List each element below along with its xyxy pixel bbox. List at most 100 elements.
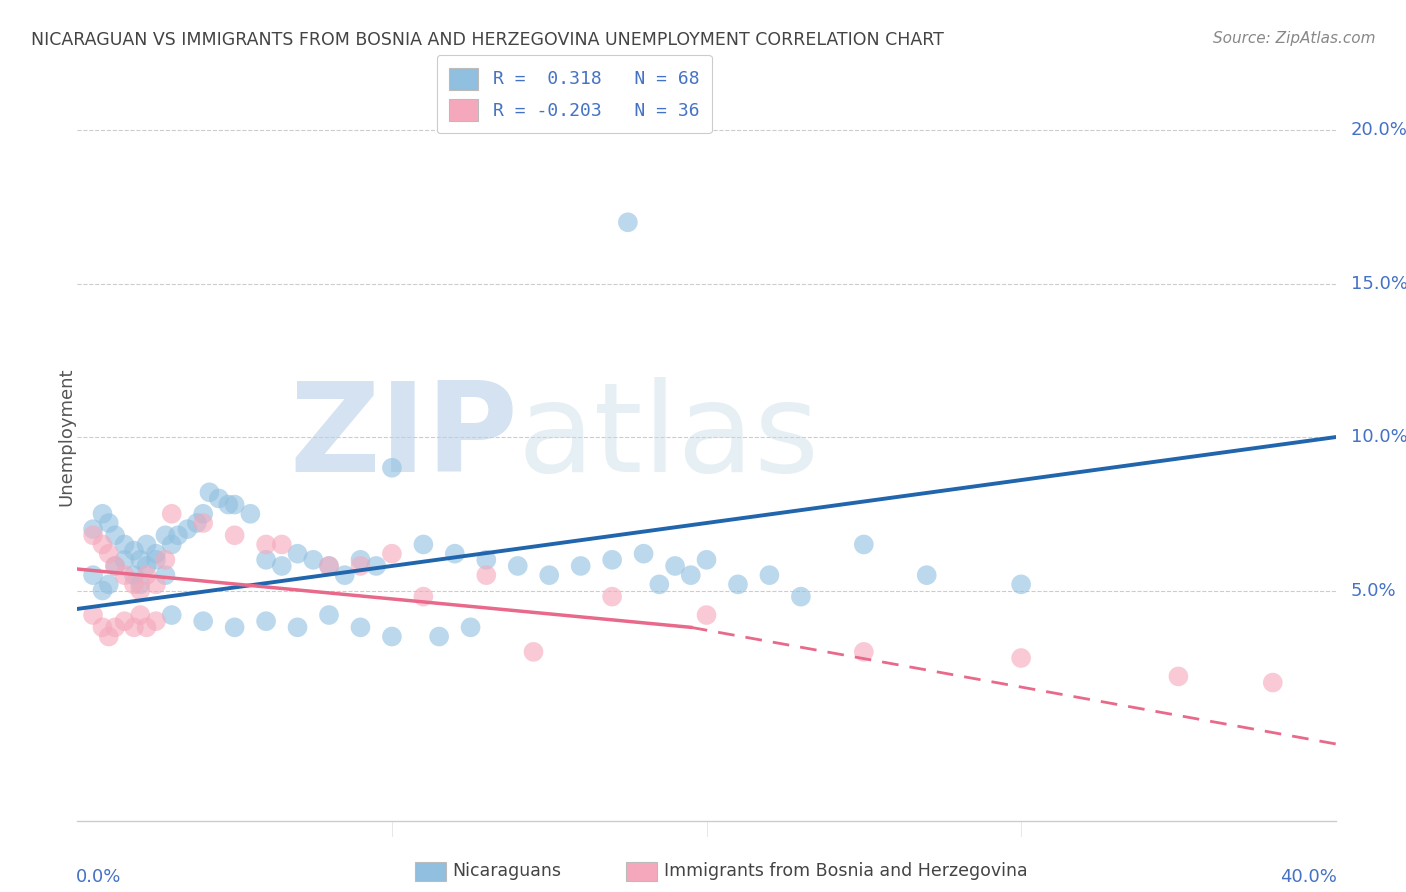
Text: 15.0%: 15.0%	[1351, 275, 1406, 293]
Point	[122, 543, 145, 558]
Point	[302, 553, 325, 567]
Point	[122, 620, 145, 634]
Point	[915, 568, 938, 582]
Y-axis label: Unemployment: Unemployment	[58, 368, 75, 507]
Point	[167, 528, 190, 542]
Point	[1010, 651, 1032, 665]
Point	[648, 577, 671, 591]
Point	[318, 558, 340, 573]
Point	[318, 558, 340, 573]
Point	[412, 590, 434, 604]
Point	[287, 620, 309, 634]
Point	[1261, 675, 1284, 690]
Point	[82, 522, 104, 536]
Text: Nicaraguans: Nicaraguans	[453, 863, 562, 880]
Point	[104, 558, 127, 573]
Point	[617, 215, 640, 229]
Point	[1167, 669, 1189, 683]
Point	[82, 568, 104, 582]
Point	[538, 568, 561, 582]
Point	[412, 537, 434, 551]
Point	[145, 547, 167, 561]
Point	[91, 507, 114, 521]
Point	[224, 498, 246, 512]
Point	[114, 553, 136, 567]
Point	[129, 583, 152, 598]
Point	[104, 620, 127, 634]
Point	[122, 568, 145, 582]
Point	[852, 537, 875, 551]
Point	[381, 460, 404, 475]
Point	[506, 558, 529, 573]
Point	[97, 630, 120, 644]
Point	[91, 620, 114, 634]
Point	[727, 577, 749, 591]
Text: 40.0%: 40.0%	[1279, 868, 1337, 886]
Point	[160, 537, 183, 551]
Point	[129, 577, 152, 591]
Point	[696, 608, 718, 623]
Point	[91, 583, 114, 598]
Point	[114, 568, 136, 582]
Text: 0.0%: 0.0%	[76, 868, 121, 886]
Point	[155, 528, 177, 542]
Point	[82, 608, 104, 623]
Point	[349, 558, 371, 573]
Text: 5.0%: 5.0%	[1351, 582, 1396, 599]
Text: atlas: atlas	[517, 376, 820, 498]
Point	[104, 528, 127, 542]
Point	[114, 614, 136, 628]
Point	[198, 485, 221, 500]
Text: 20.0%: 20.0%	[1351, 121, 1406, 139]
Point	[475, 553, 498, 567]
Point	[600, 590, 623, 604]
Point	[135, 568, 157, 582]
Point	[366, 558, 388, 573]
Text: ZIP: ZIP	[290, 376, 517, 498]
Point	[270, 558, 292, 573]
Point	[135, 537, 157, 551]
Point	[600, 553, 623, 567]
Point	[191, 614, 215, 628]
Point	[460, 620, 482, 634]
Point	[97, 577, 120, 591]
Point	[254, 553, 277, 567]
Point	[224, 528, 246, 542]
Point	[239, 507, 262, 521]
Text: 10.0%: 10.0%	[1351, 428, 1406, 446]
Point	[475, 568, 498, 582]
Text: NICARAGUAN VS IMMIGRANTS FROM BOSNIA AND HERZEGOVINA UNEMPLOYMENT CORRELATION CH: NICARAGUAN VS IMMIGRANTS FROM BOSNIA AND…	[31, 31, 943, 49]
Point	[160, 608, 183, 623]
Point	[145, 577, 167, 591]
Point	[145, 614, 167, 628]
Point	[270, 537, 292, 551]
Point	[160, 507, 183, 521]
Text: Source: ZipAtlas.com: Source: ZipAtlas.com	[1212, 31, 1375, 46]
Point	[852, 645, 875, 659]
Point	[217, 498, 239, 512]
Point	[381, 547, 404, 561]
Point	[129, 608, 152, 623]
Point	[191, 516, 215, 530]
Point	[318, 608, 340, 623]
Point	[254, 537, 277, 551]
Point	[129, 553, 152, 567]
Point	[97, 547, 120, 561]
Legend: R =  0.318   N = 68, R = -0.203   N = 36: R = 0.318 N = 68, R = -0.203 N = 36	[437, 55, 711, 133]
Point	[114, 537, 136, 551]
Point	[569, 558, 592, 573]
Point	[381, 630, 404, 644]
Point	[97, 516, 120, 530]
Point	[91, 537, 114, 551]
Point	[696, 553, 718, 567]
Point	[664, 558, 686, 573]
Point	[155, 568, 177, 582]
Point	[145, 553, 167, 567]
Point	[427, 630, 450, 644]
Point	[224, 620, 246, 634]
Point	[208, 491, 231, 506]
Point	[135, 558, 157, 573]
Point	[333, 568, 356, 582]
Point	[444, 547, 467, 561]
Point	[349, 553, 371, 567]
